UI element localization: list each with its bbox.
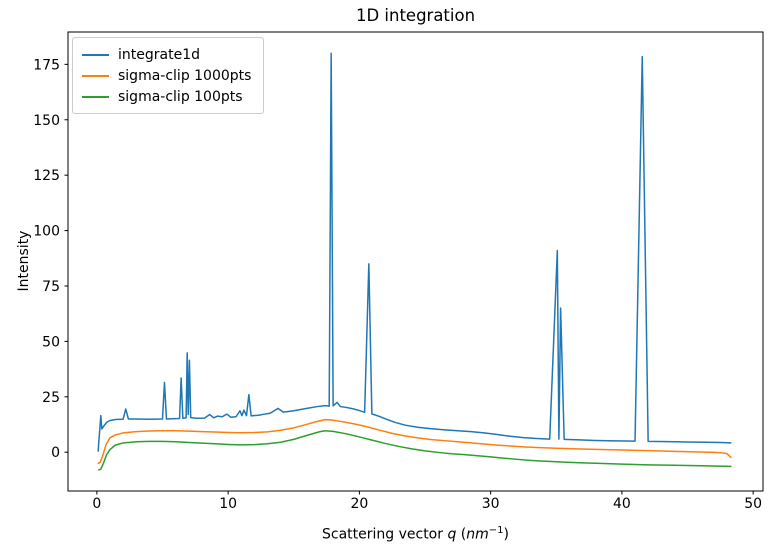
x-axis-label-exponent: −1 [488,525,504,536]
legend-line-swatch [82,74,109,77]
y-tick-label: 0 [51,445,60,461]
chart-title: 1D integration [355,6,476,25]
x-tick-label: 10 [219,496,237,512]
series-line-integrate1d [97,52,732,452]
legend-item: sigma-clip 1000pts [82,65,251,86]
x-axis-label-close: ) [503,526,509,543]
legend-line-swatch [82,95,109,98]
legend-item: sigma-clip 100pts [82,86,251,107]
x-tick-label: 20 [350,496,368,512]
x-axis-label-unit: nm [466,526,489,543]
legend-line-swatch [82,53,109,56]
x-tick-label: 0 [92,496,101,512]
y-tick-label: 25 [42,390,60,406]
legend-item-label: integrate1d [118,46,200,63]
y-tick-label: 100 [33,224,60,240]
y-tick-label: 50 [42,334,60,350]
x-axis-label: Scattering vector q (nm−1) [68,525,763,543]
y-tick-label: 75 [42,279,60,295]
series-line-sigma-clip-100pts [98,429,732,471]
plot-border [67,31,764,492]
series-line-sigma-clip-1000pts [97,418,732,465]
x-axis-label-prefix: Scattering vector [321,526,448,543]
x-tick-label: 30 [482,496,500,512]
y-tick-label: 125 [33,168,60,184]
legend-item: integrate1d [82,44,251,65]
legend-item-label: sigma-clip 1000pts [118,67,252,84]
legend-item-label: sigma-clip 100pts [118,88,243,105]
y-tick-label: 150 [33,113,60,129]
legend: integrate1d sigma-clip 1000pts sigma-clip … [72,37,265,114]
x-axis-label-symbol: q [447,526,457,543]
y-axis-label: Intensity [16,230,32,292]
y-tick-label: 175 [33,57,60,73]
x-axis-label-open: ( [456,526,467,543]
x-tick-label: 50 [744,496,762,512]
x-tick-label: 40 [613,496,631,512]
